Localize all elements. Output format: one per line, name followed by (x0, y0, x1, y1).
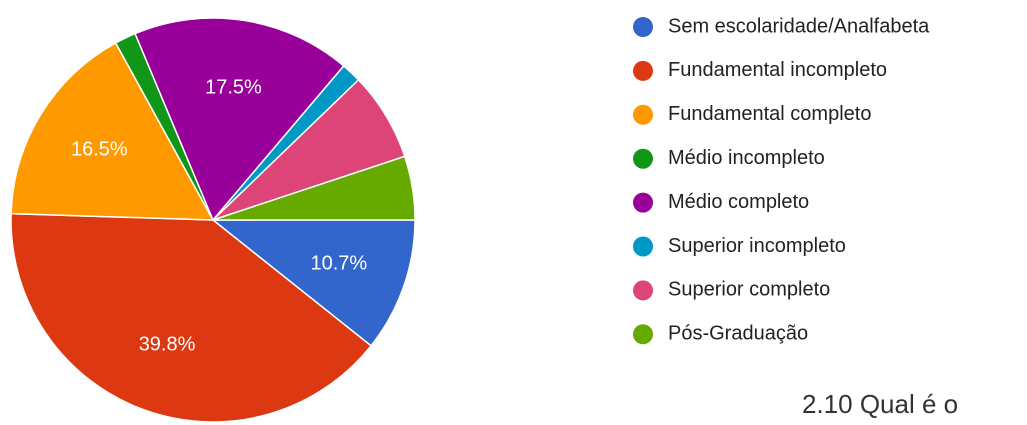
legend-marker (633, 192, 653, 213)
legend-marker (633, 17, 653, 37)
slice-label: 39.8% (139, 333, 196, 355)
legend-marker (633, 280, 653, 301)
legend-marker (633, 60, 653, 81)
slice-label: 16.5% (71, 139, 128, 161)
legend-label: Fundamental incompleto (668, 59, 887, 81)
pie-slice (212, 155, 416, 221)
legend-marker (633, 148, 653, 169)
legend-marker (633, 324, 653, 345)
slice-label: 10.7% (310, 252, 367, 274)
annotation: 2.10 Qual é o (802, 389, 958, 419)
legend-marker (633, 236, 653, 257)
legend-marker (633, 104, 653, 125)
legend-label: Pós-Graduação (668, 323, 808, 345)
legend-label: Médio completo (668, 191, 809, 213)
pie-slice (10, 41, 215, 221)
legend-label: Superior completo (668, 279, 830, 301)
legend-label: Fundamental completo (668, 103, 871, 125)
pie-slice (134, 17, 345, 222)
pie-slice (10, 212, 373, 423)
legend-label: Médio incompleto (668, 147, 825, 169)
legend-label: Sem escolaridade/Analfabeta (668, 15, 930, 37)
slice-label: 17.5% (205, 77, 262, 99)
pie-slice (210, 219, 416, 347)
legend-label: Superior incompleto (668, 235, 846, 257)
